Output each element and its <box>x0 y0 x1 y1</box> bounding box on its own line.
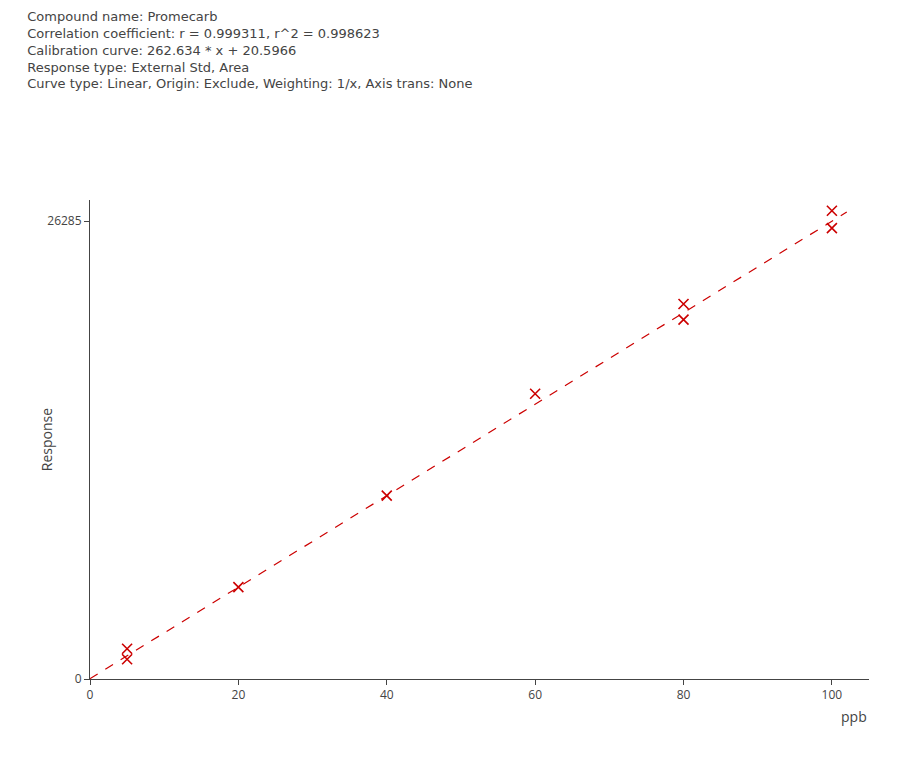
svg-text:20: 20 <box>232 686 246 703</box>
svg-text:Compound name: PromecarbCorrel: Compound name: PromecarbCorrelation coef… <box>27 9 472 92</box>
svg-text:40: 40 <box>380 686 394 703</box>
svg-text:80: 80 <box>677 686 691 703</box>
svg-text:26285: 26285 <box>47 212 81 229</box>
svg-text:Response: Response <box>37 408 56 471</box>
svg-text:0: 0 <box>75 670 82 687</box>
svg-text:100: 100 <box>822 686 843 703</box>
svg-text:ppb: ppb <box>841 707 867 726</box>
svg-text:60: 60 <box>528 686 542 703</box>
svg-text:0: 0 <box>87 686 94 703</box>
